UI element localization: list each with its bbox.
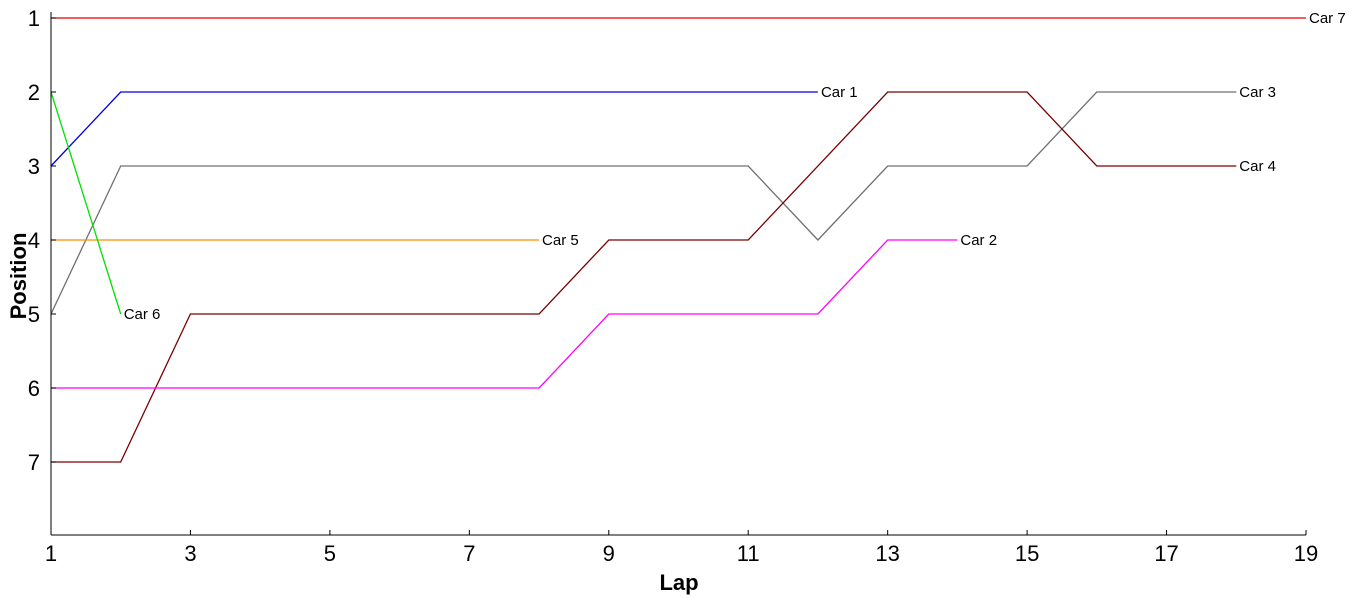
series-label-car-3: Car 3 <box>1239 84 1276 101</box>
x-tick-label: 11 <box>737 541 760 566</box>
y-tick-label: 7 <box>28 450 40 475</box>
series-label-car-4: Car 4 <box>1239 158 1276 175</box>
series-line-car-6 <box>51 92 121 314</box>
plot-background <box>51 12 1306 535</box>
series-label-car-5: Car 5 <box>542 232 579 249</box>
x-tick-label: 15 <box>1015 541 1039 566</box>
y-tick-label: 1 <box>28 6 40 31</box>
series-label-car-2: Car 2 <box>960 232 997 249</box>
y-tick-label: 6 <box>28 376 40 401</box>
series-label-car-1: Car 1 <box>821 84 858 101</box>
plot-area <box>51 12 1306 535</box>
series-label-car-7: Car 7 <box>1309 10 1346 27</box>
x-tick-label: 13 <box>875 541 899 566</box>
x-tick-label: 17 <box>1154 541 1178 566</box>
x-tick-label: 7 <box>463 541 475 566</box>
series-line-car-1 <box>51 92 818 166</box>
y-axis-title: Position <box>6 233 31 320</box>
series-line-car-4 <box>51 92 1236 462</box>
y-tick-label: 2 <box>28 80 40 105</box>
x-tick-label: 9 <box>603 541 615 566</box>
x-axis-title: Lap <box>659 570 698 595</box>
x-tick-label: 3 <box>184 541 196 566</box>
x-tick-label: 19 <box>1294 541 1318 566</box>
series-label-car-6: Car 6 <box>124 306 161 323</box>
y-tick-label: 3 <box>28 154 40 179</box>
series-layer: Car 7 Car 1 Car 3 Car 4 Car 5 Car 2 Car 6 <box>51 10 1346 462</box>
x-tick-label: 1 <box>45 541 57 566</box>
x-tick-label: 5 <box>324 541 336 566</box>
